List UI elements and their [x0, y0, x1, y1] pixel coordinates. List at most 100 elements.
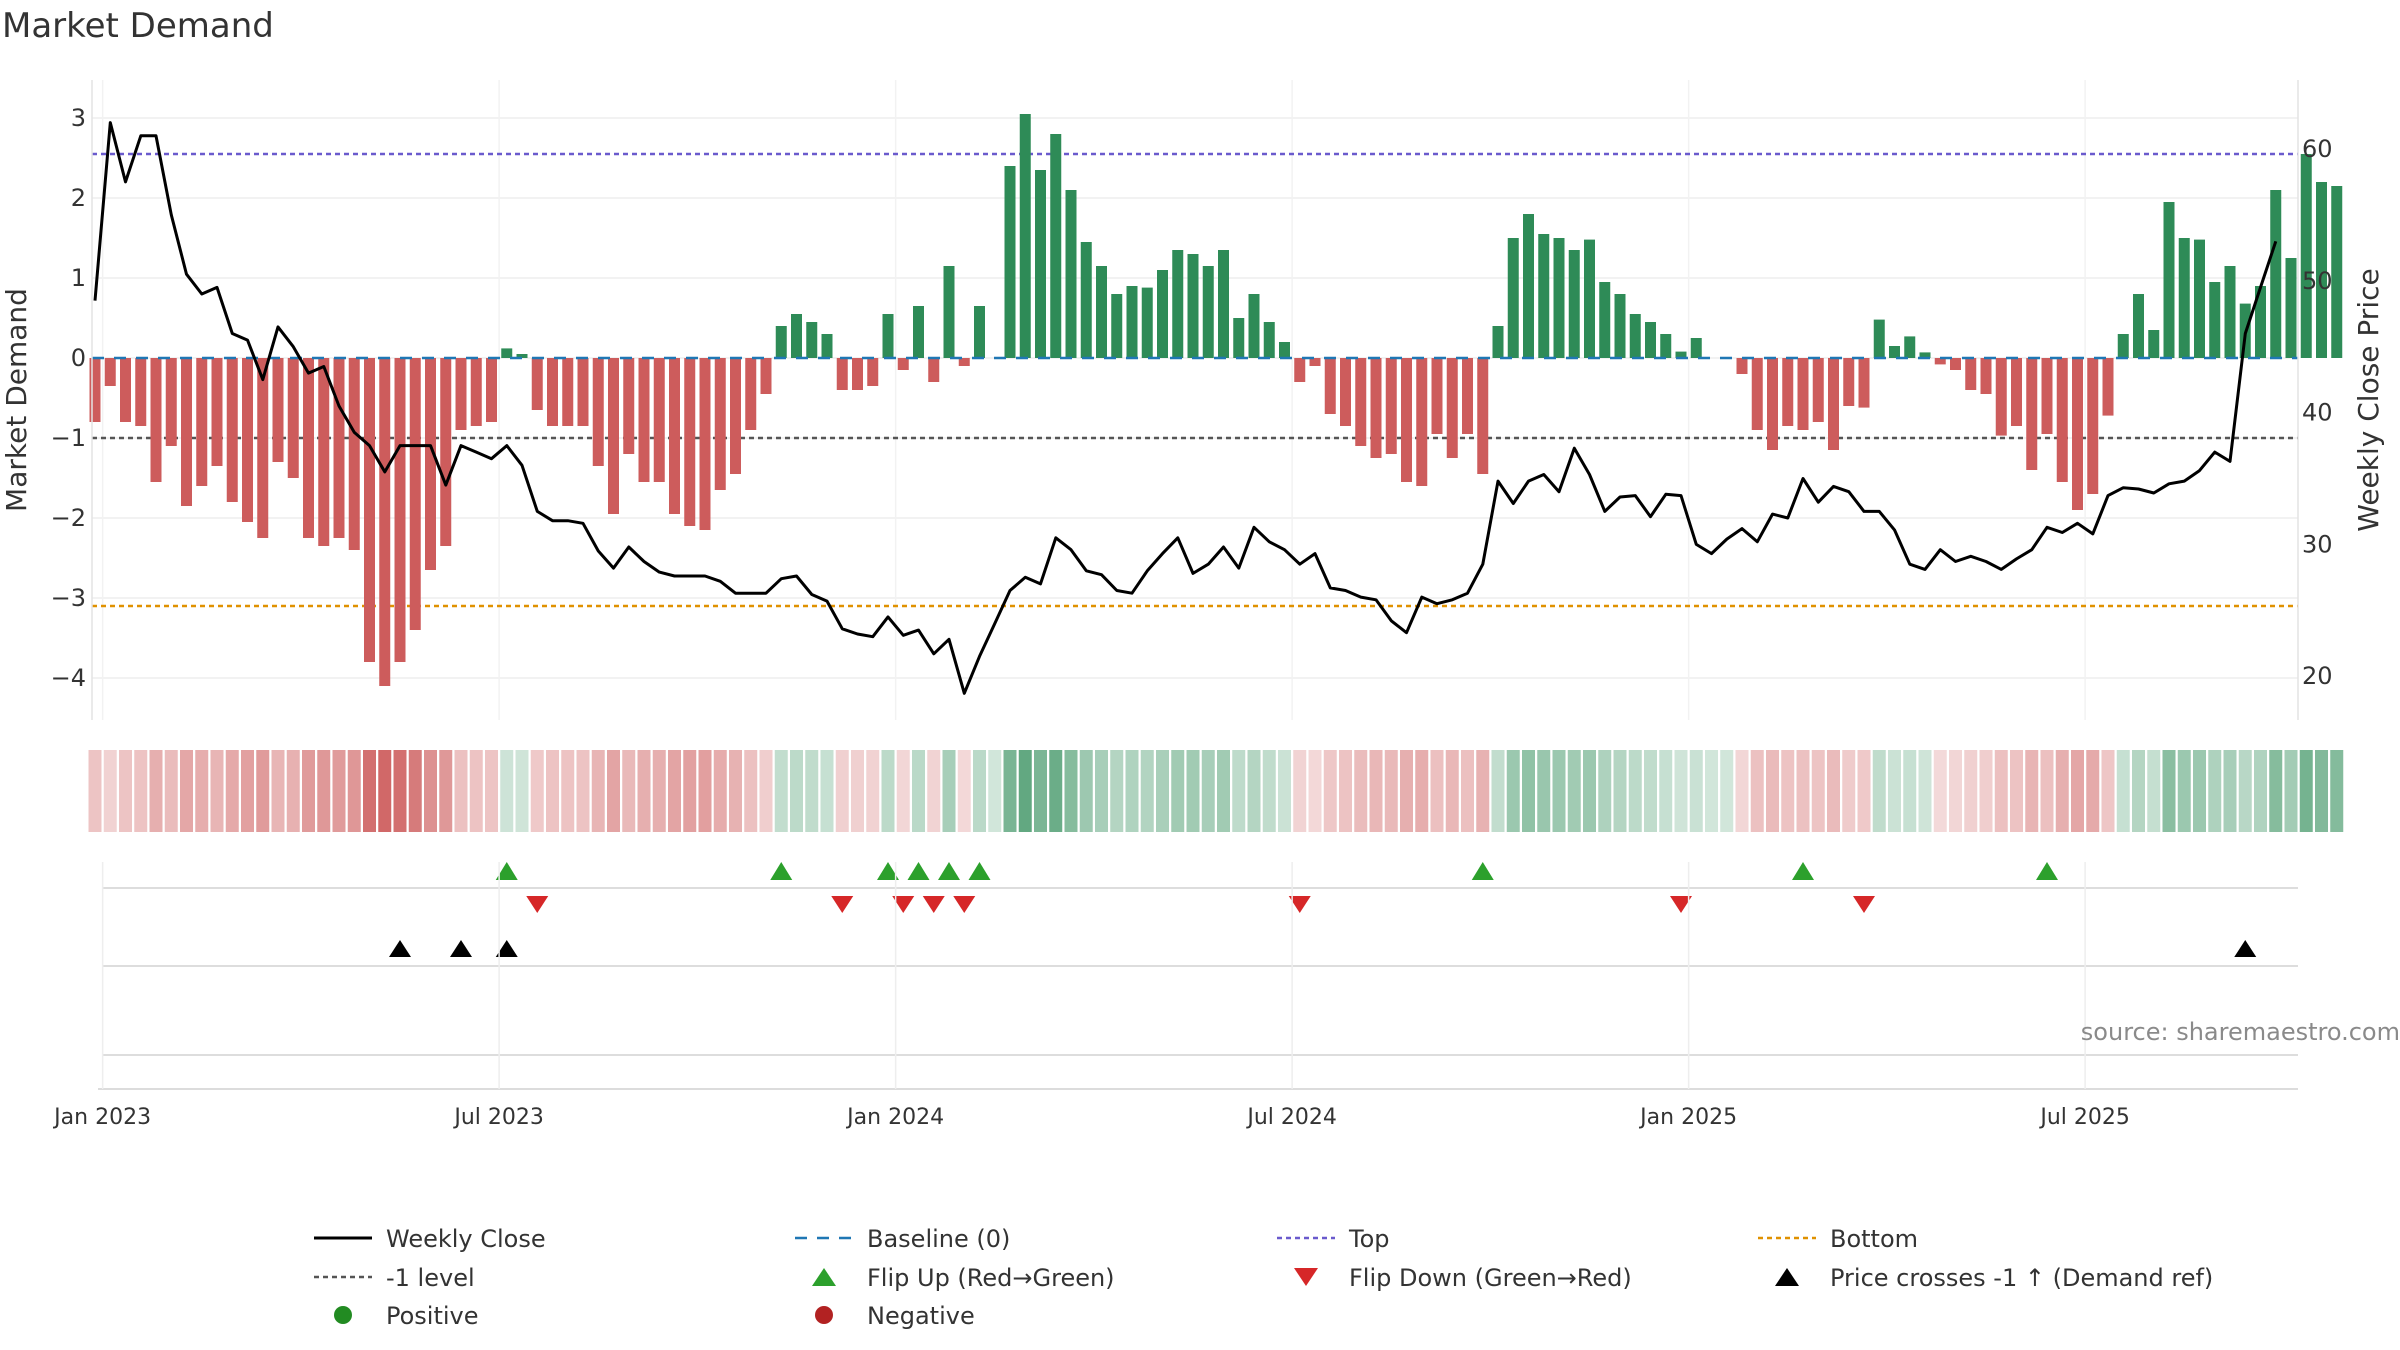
flip-down-marker [831, 896, 854, 913]
heat-cell [683, 750, 697, 832]
heat-cell [820, 750, 834, 832]
demand-bar [1645, 322, 1656, 358]
heat-cell [1171, 750, 1185, 832]
demand-bar [1751, 358, 1763, 430]
demand-bar [2148, 330, 2160, 358]
heat-cell [1628, 750, 1642, 832]
heat-cell [2010, 750, 2023, 832]
demand-bar [486, 358, 497, 422]
demand-bar [1568, 250, 1580, 358]
demand-bar [165, 358, 177, 446]
demand-bar [1950, 358, 1961, 370]
heat-cell [1293, 750, 1307, 832]
heat-cell [469, 750, 483, 832]
heat-cell [225, 750, 239, 832]
heat-cell [515, 750, 529, 832]
heat-cell [1232, 750, 1246, 832]
heat-cell [1522, 750, 1535, 832]
heat-cell [2254, 750, 2267, 832]
demand-bar [1538, 234, 1550, 358]
demand-bar [913, 306, 924, 358]
demand-bar [1858, 358, 1870, 408]
heat-cell [1567, 750, 1581, 832]
heat-cell [988, 750, 1002, 832]
demand-bar [1385, 358, 1397, 454]
left-tick-label: 0 [71, 344, 86, 372]
demand-bar [852, 358, 863, 390]
heat-cell [1689, 750, 1703, 832]
heat-cell [1201, 750, 1215, 832]
heat-cell [2040, 750, 2054, 832]
demand-bar [714, 358, 726, 490]
demand-bar [730, 358, 741, 474]
demand-bar [1355, 358, 1367, 446]
heat-cell [713, 750, 727, 832]
heat-cell [1506, 750, 1520, 832]
x-tick-label: Jan 2025 [1638, 1105, 1737, 1130]
demand-bar [2300, 154, 2312, 358]
heat-cell [652, 750, 666, 832]
demand-bar [2331, 186, 2343, 358]
heat-cell [637, 750, 651, 832]
heat-cell [2315, 750, 2328, 832]
demand-bar [379, 358, 391, 686]
heat-cell [2086, 750, 2100, 832]
demand-bar [2194, 239, 2205, 358]
cross-marker [2234, 940, 2257, 957]
heat-cell [744, 750, 758, 832]
flip-markers [102, 862, 2298, 913]
right-axis-label: Weekly Close Price [2352, 268, 2385, 531]
demand-bar [1202, 266, 1214, 358]
heat-cell [2147, 750, 2161, 832]
heat-cell [774, 750, 788, 832]
demand-bar [1767, 358, 1778, 450]
heat-cell [363, 750, 376, 832]
demand-bar [1736, 358, 1748, 374]
legend-bottom-label: Bottom [1830, 1225, 1918, 1253]
demand-bar [943, 266, 955, 358]
demand-bar [333, 358, 345, 538]
demand-bar [1675, 351, 1687, 358]
heat-cell [1583, 750, 1596, 832]
legend-positive-label: Positive [386, 1302, 479, 1330]
demand-bar [1446, 358, 1458, 458]
x-axis: Jan 2023 Jul 2023 Jan 2024 Jul 2024 Jan 2025… [52, 862, 2298, 1130]
demand-bar [2316, 182, 2327, 358]
heat-cell [729, 750, 742, 832]
heat-cell [1384, 750, 1398, 832]
heat-cell [317, 750, 331, 832]
demand-bar [1553, 238, 1565, 358]
x-tick-label: Jul 2025 [2038, 1105, 2130, 1130]
heat-cell [2071, 750, 2084, 832]
demand-bar [897, 358, 909, 370]
heat-cell [561, 750, 575, 832]
heat-cell [1842, 750, 1856, 832]
demand-bar [2270, 190, 2282, 358]
demand-bar [150, 358, 162, 482]
flip-up-marker [770, 862, 793, 880]
heat-cell [1888, 750, 1901, 832]
axes: 3 2 1 0 −1 −2 −3 −4 60 50 40 30 20 Market Demand Weekl… [0, 80, 2385, 720]
heat-cell [1994, 750, 2008, 832]
cross-marker [450, 940, 472, 957]
right-tick-label: 50 [2302, 267, 2333, 295]
demand-bar [882, 314, 894, 358]
demand-bar [592, 358, 604, 466]
demand-bar [2224, 266, 2236, 358]
heat-cell [1354, 750, 1368, 832]
demand-bar [1843, 358, 1855, 406]
x-tick-label: Jul 2023 [452, 1105, 544, 1130]
grid-layer [92, 80, 2298, 720]
demand-bar [1279, 342, 1290, 358]
heat-cell [2284, 750, 2298, 832]
heat-cell [912, 750, 925, 832]
demand-bar [318, 358, 330, 546]
left-axis-label: Market Demand [0, 288, 33, 512]
demand-bar [1919, 352, 1931, 358]
demand-bar [1218, 250, 1229, 358]
heat-cell [1613, 750, 1627, 832]
demand-heat-strip [88, 750, 2344, 832]
demand-bar [1004, 166, 1016, 358]
heat-cell [1735, 750, 1749, 832]
left-tick-label: −1 [51, 424, 86, 452]
